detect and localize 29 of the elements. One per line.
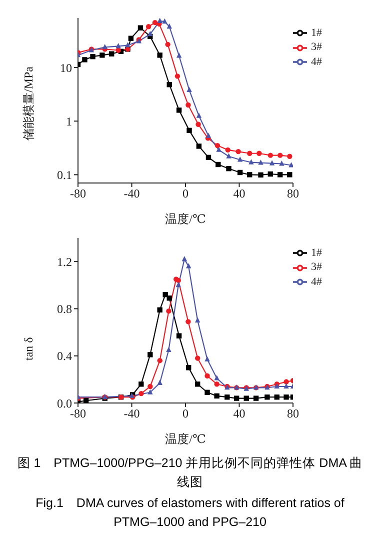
x-tick-label: -80 [70,406,86,421]
y-tick-label: 0.0 [57,396,72,410]
x-tick-label: 0 [182,406,188,421]
y-tick-label: 10 [60,60,72,75]
x-tick-label: 0 [182,186,188,201]
caption: 图 1 PTMG–1000/PPG–210 并用比例不同的弹性体 DMA 曲线图 [16,455,364,491]
y-axis-title: 储能模量/MPa [21,66,36,140]
y-tick-label: 1 [66,114,72,128]
caption: Fig.1 DMA curves of elastomers with different ratios of PTMG–1000 and PPG–210 [34,495,346,531]
x-axis-title: 温度/℃ [165,212,206,226]
y-tick-label: 0.8 [57,302,72,316]
x-tick-label: -80 [70,186,86,201]
y-tick-label: 1.2 [57,254,72,269]
x-tick-label: -40 [124,406,140,421]
x-tick-label: 40 [233,186,246,201]
x-tick-label: 40 [233,406,246,421]
x-tick-label: 80 [287,406,299,421]
x-tick-label: 80 [287,186,299,201]
legend-label: 1# [311,27,322,39]
y-tick-label: 0.4 [57,349,72,364]
x-axis-title: 温度/℃ [165,432,206,446]
legend-label: 4# [311,276,322,288]
legend-label: 3# [311,261,322,274]
x-tick-label: -40 [124,186,140,201]
legend-label: 3# [311,41,322,54]
legend-label: 1# [311,247,322,259]
legend-label: 4# [311,56,322,68]
y-tick-label: 0.1 [57,168,72,182]
y-axis-title: tan δ [21,336,36,360]
